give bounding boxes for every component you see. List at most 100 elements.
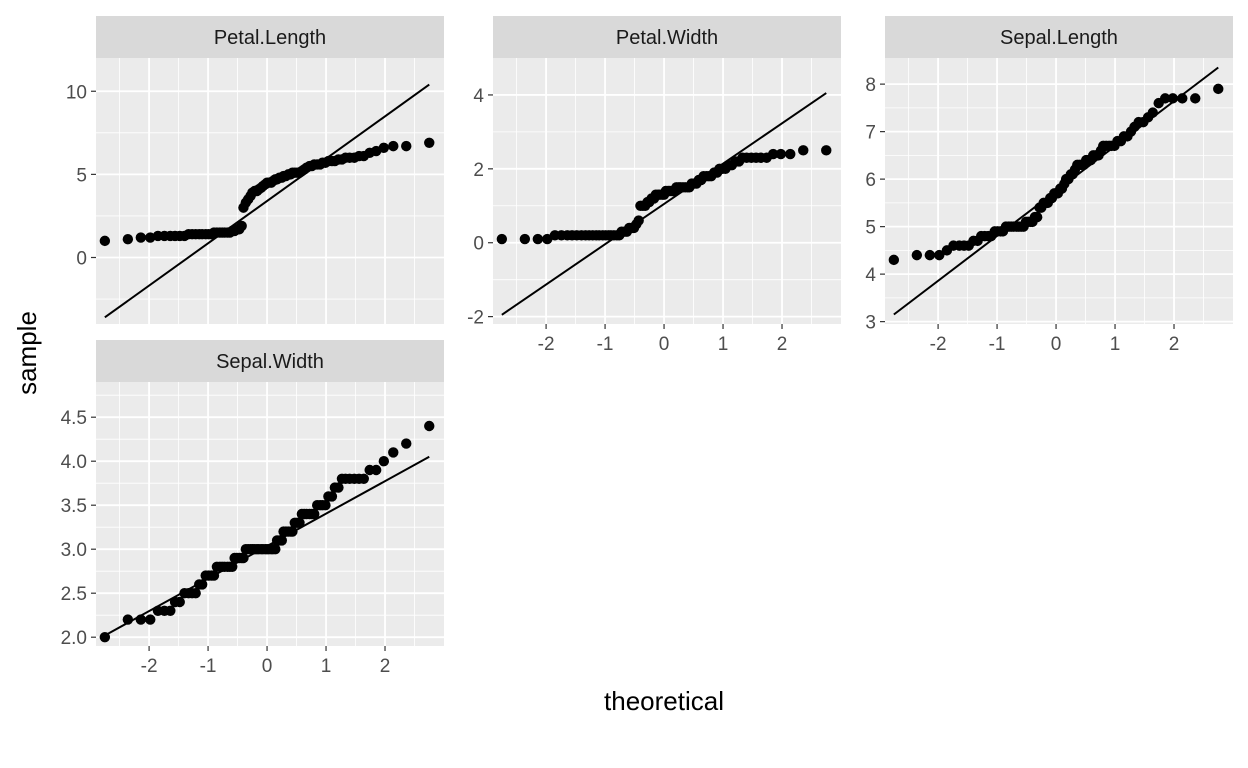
- data-point: [333, 482, 344, 493]
- data-point: [775, 148, 787, 160]
- data-point: [326, 491, 338, 502]
- y-tick-label: 5: [76, 165, 87, 186]
- x-tick-label: -1: [597, 334, 614, 355]
- data-point: [208, 570, 220, 581]
- data-point: [532, 233, 544, 245]
- facet-petal-length: Petal.Length 0 5 10: [66, 16, 444, 324]
- x-tick-label: 2: [380, 656, 391, 677]
- x-tick-label: -2: [141, 656, 158, 677]
- x-tick-label: 0: [659, 334, 670, 355]
- data-point: [287, 526, 298, 537]
- data-point: [122, 234, 134, 245]
- x-tick-label: 1: [321, 656, 332, 677]
- data-point: [190, 588, 201, 599]
- data-point: [401, 140, 412, 152]
- y-tick-label: 3.5: [61, 496, 87, 517]
- y-tick-label: 8: [865, 75, 876, 96]
- data-point: [309, 508, 320, 520]
- y-tick-label: 3.0: [61, 540, 87, 561]
- y-tick-label: 0: [473, 234, 484, 255]
- x-tick-label: 0: [1051, 334, 1062, 355]
- facet-strip-label: Sepal.Width: [216, 351, 324, 373]
- y-tick-label: 3: [865, 313, 876, 334]
- x-tick-label: 2: [777, 334, 788, 355]
- x-tick-label: -2: [930, 334, 947, 355]
- facet-strip-label: Sepal.Length: [1000, 27, 1118, 49]
- data-point: [496, 233, 508, 245]
- data-point: [294, 517, 305, 528]
- data-point: [424, 420, 435, 432]
- data-point: [1190, 93, 1201, 104]
- data-point: [1213, 83, 1224, 95]
- data-point: [1147, 107, 1158, 118]
- x-tick-label: 2: [1169, 334, 1180, 355]
- data-point: [924, 249, 936, 261]
- data-point: [388, 447, 399, 458]
- facet-petal-width: Petal.Width -2 0 2 4 -2 -1 0 1 2: [467, 16, 841, 355]
- data-point: [401, 438, 412, 449]
- data-point: [911, 249, 923, 261]
- qq-reference-line: [104, 83, 430, 319]
- data-point: [767, 148, 779, 160]
- data-point: [378, 456, 390, 467]
- y-tick-label: 5: [865, 218, 876, 239]
- facet-strip-label: Petal.Length: [214, 27, 326, 49]
- data-point: [519, 233, 531, 245]
- data-point: [888, 254, 900, 266]
- data-point: [1159, 93, 1171, 104]
- data-point: [798, 145, 809, 156]
- data-point: [1167, 93, 1179, 104]
- data-point: [1031, 211, 1043, 223]
- y-tick-label: 4: [473, 86, 484, 107]
- facet-strip: [493, 16, 841, 58]
- qq-reference-line: [501, 92, 827, 316]
- data-point: [227, 561, 238, 572]
- x-tick-label: 0: [262, 656, 273, 677]
- x-axis-title: theoretical: [604, 686, 724, 716]
- x-tick-label: -1: [200, 656, 217, 677]
- data-point: [633, 215, 644, 226]
- y-tick-label: 2.0: [61, 628, 87, 649]
- data-point: [358, 473, 369, 484]
- data-point: [934, 249, 945, 261]
- y-tick-label: 2.5: [61, 584, 87, 605]
- data-point: [388, 140, 399, 152]
- x-tick-label: 1: [1110, 334, 1121, 355]
- x-tick-label: -2: [538, 334, 555, 355]
- data-point: [99, 235, 111, 247]
- panel-background: [96, 58, 444, 324]
- data-point: [320, 500, 331, 511]
- facet-sepal-length: Sepal.Length 3 4 5 6 7 8 -2 -1 0 1 2: [865, 16, 1233, 355]
- y-tick-label: 4.5: [61, 408, 87, 429]
- x-tick-label: -1: [989, 334, 1006, 355]
- y-tick-label: 2: [473, 160, 484, 181]
- data-point: [270, 544, 281, 555]
- data-point: [378, 142, 390, 153]
- facet-strip: [96, 340, 444, 382]
- data-point: [174, 596, 185, 608]
- data-point: [1177, 93, 1188, 104]
- data-point: [238, 552, 249, 564]
- data-point: [99, 632, 111, 643]
- facet-strip: [885, 16, 1233, 58]
- data-point: [122, 614, 134, 625]
- y-tick-label: 7: [865, 123, 876, 144]
- data-point: [424, 137, 435, 148]
- data-point: [135, 614, 147, 625]
- data-point: [145, 614, 156, 625]
- data-point: [785, 148, 796, 160]
- data-point: [821, 145, 832, 156]
- x-tick-label: 1: [718, 334, 729, 355]
- data-point: [236, 220, 247, 232]
- data-point: [135, 232, 147, 243]
- y-tick-label: 10: [66, 82, 87, 103]
- facet-strip-label: Petal.Width: [616, 27, 718, 49]
- panel-background: [96, 382, 444, 646]
- y-tick-label: 4.0: [61, 452, 87, 473]
- y-axis-title: sample: [12, 311, 42, 395]
- data-point: [370, 464, 382, 476]
- data-point: [276, 535, 287, 546]
- y-tick-label: 6: [865, 170, 876, 191]
